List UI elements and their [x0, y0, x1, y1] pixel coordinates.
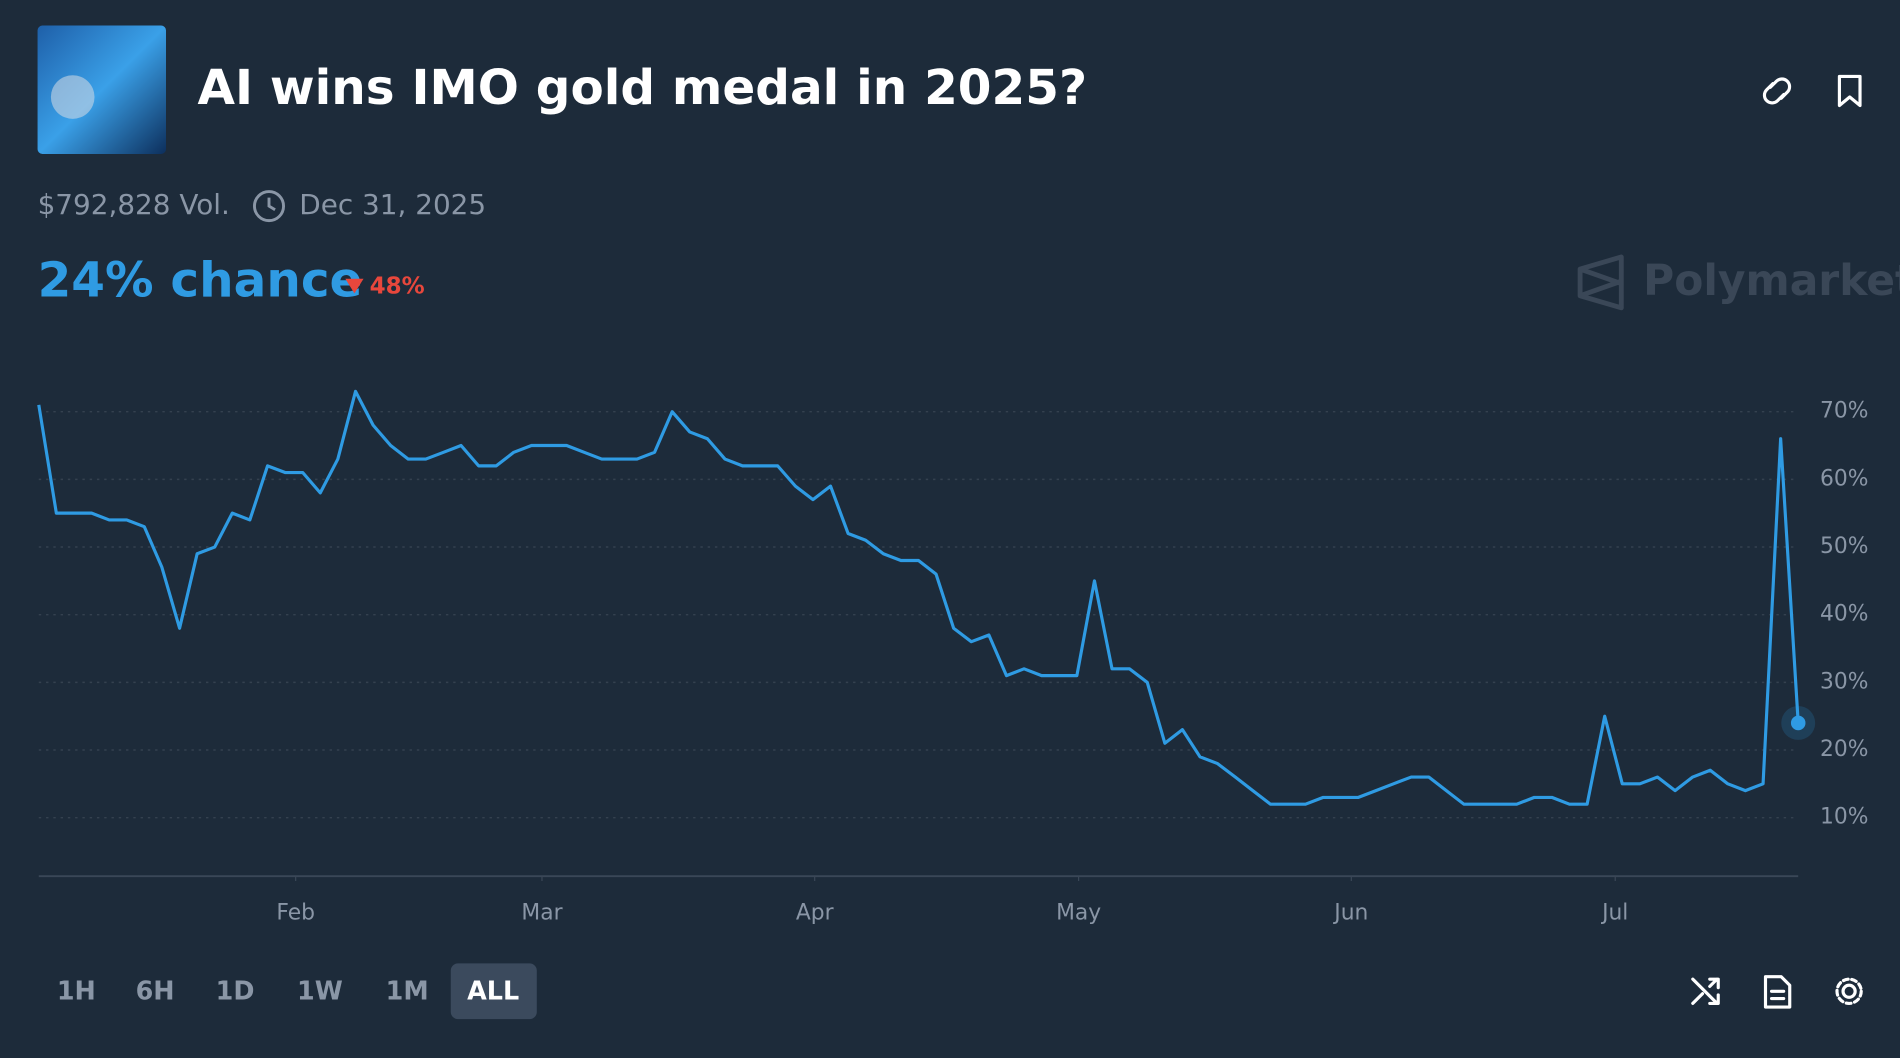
y-tick-label: 50%: [1820, 534, 1868, 559]
thumbnail-robot: [50, 75, 95, 119]
y-tick-label: 70%: [1820, 399, 1868, 424]
selected-range-highlight: [450, 963, 537, 1020]
x-tick-label: Jul: [1600, 901, 1628, 926]
x-tick-label: Jun: [1332, 901, 1368, 926]
settings-button[interactable]: [1835, 977, 1863, 1005]
end-date: Dec 31, 2025: [299, 188, 486, 221]
bookmark-button[interactable]: [1837, 74, 1862, 108]
chance: 24% chance: [38, 253, 363, 309]
x-tick-label: Mar: [521, 901, 562, 926]
time-range-button[interactable]: 1H: [57, 975, 96, 1005]
rules-button[interactable]: [1763, 975, 1792, 1009]
shuffle-button[interactable]: [1691, 977, 1720, 1005]
volume: $792,828 Vol.: [38, 188, 230, 221]
price-line: [37, 389, 1800, 806]
market-thumbnail: [37, 25, 167, 154]
y-tick-label: 20%: [1820, 737, 1868, 762]
x-tick-label: Apr: [796, 901, 834, 926]
change: 48%: [370, 274, 425, 300]
y-tick-label: 10%: [1820, 805, 1868, 830]
copy-link-button[interactable]: [1762, 77, 1792, 105]
market-title: AI wins IMO gold medal in 2025?: [198, 60, 1088, 116]
brand-name: Polymarket: [1643, 257, 1900, 306]
x-tick-label: May: [1056, 901, 1101, 926]
y-tick-label: 30%: [1820, 669, 1868, 694]
time-range-button[interactable]: 1D: [216, 975, 255, 1005]
time-range-button[interactable]: ALL: [467, 975, 519, 1005]
brand-logo: [1577, 254, 1624, 311]
time-range-buttons: 1H 6H 1D 1W 1M ALL: [57, 975, 519, 1005]
time-range-button[interactable]: 1W: [297, 975, 343, 1005]
x-tick-label: Feb: [276, 901, 315, 926]
current-point: [1790, 715, 1806, 731]
price-chart: 10% 20% 30% 40% 50% 60% 70% Feb Mar Apr May Jun Jul: [37, 389, 1868, 926]
clock-icon: [253, 190, 285, 223]
time-range-button[interactable]: 1M: [386, 975, 429, 1005]
time-range-button[interactable]: 6H: [136, 975, 175, 1005]
change-down-arrow: [345, 278, 364, 294]
y-tick-label: 60%: [1820, 466, 1868, 491]
y-tick-label: 40%: [1820, 602, 1868, 627]
